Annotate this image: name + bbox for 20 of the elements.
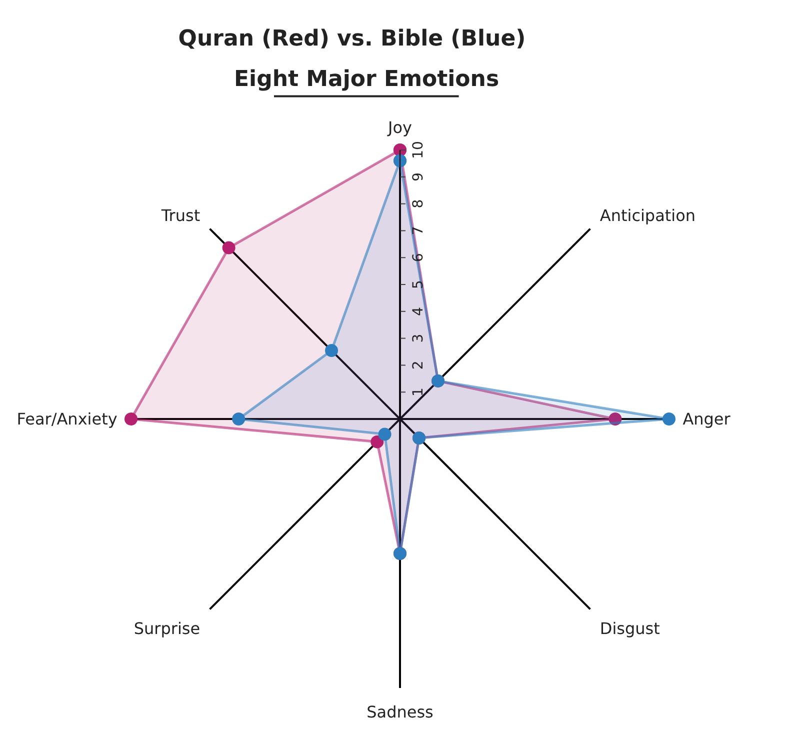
y-tick-label: 3 (410, 334, 426, 343)
spoke-label: Disgust (600, 619, 660, 638)
y-tick-label: 9 (410, 172, 426, 182)
y-tick-label: 7 (410, 226, 426, 236)
y-tick-label: 10 (410, 141, 426, 159)
chart-subtitle: Eight Major Emotions (234, 67, 500, 92)
spoke-label: Trust (160, 206, 200, 225)
spoke-label: Surprise (134, 619, 200, 638)
y-tick-label: 8 (410, 199, 426, 208)
y-tick-label: 4 (410, 306, 426, 316)
y-tick-label: 6 (410, 253, 426, 262)
chart-title: Quran (Red) vs. Bible (Blue) (178, 26, 526, 52)
spoke-label: Fear/Anxiety (16, 410, 118, 429)
y-tick-label: 2 (410, 360, 426, 370)
spoke-label: Anger (682, 410, 731, 429)
spoke-label: Joy (387, 118, 412, 138)
y-tick-label: 1 (410, 388, 426, 397)
spoke-label: Sadness (366, 702, 434, 722)
spoke-label: Anticipation (600, 206, 696, 225)
y-tick-label: 5 (410, 280, 426, 289)
